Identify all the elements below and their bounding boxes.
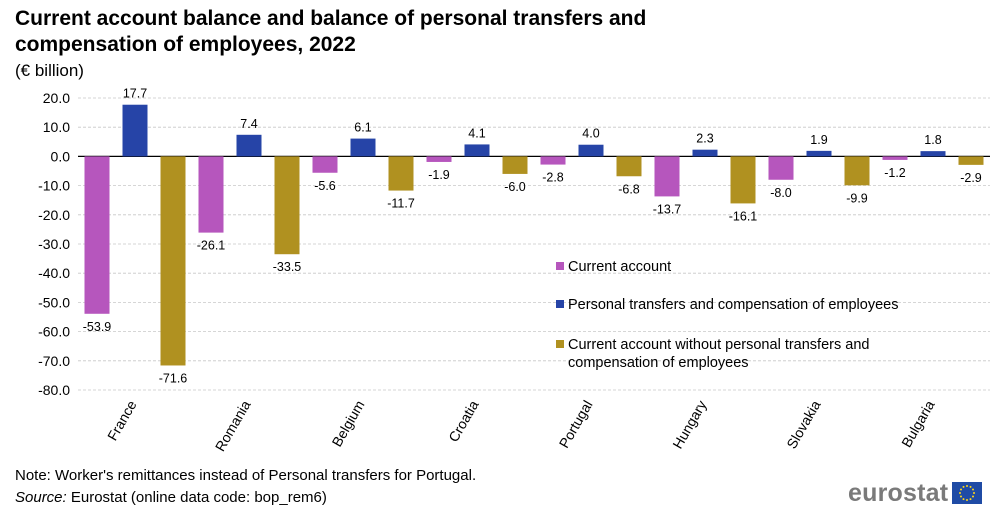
eurostat-logo: eurostat [848,478,983,508]
data-label: -6.0 [504,180,526,194]
bar [540,156,566,165]
bar [274,156,300,255]
x-tick-label: Hungary [669,398,709,452]
bar [236,134,262,157]
bar [84,156,110,314]
data-label: -11.7 [387,197,415,211]
bar [806,150,832,157]
y-tick-label: -40.0 [38,265,70,281]
y-tick-label: 10.0 [43,119,70,135]
data-label: 17.7 [123,87,147,101]
data-label: -9.9 [846,191,868,205]
data-label: -1.9 [428,168,450,182]
data-label: -2.8 [542,171,564,185]
bar [616,156,642,177]
y-tick-label: -70.0 [38,353,70,369]
y-tick-label: -30.0 [38,236,70,252]
data-label: 4.0 [582,127,599,141]
data-label: -53.9 [83,320,112,334]
data-label: -13.7 [653,202,682,216]
y-tick-label: 0.0 [51,148,71,164]
data-label: 2.3 [696,132,713,146]
legend: Current account Personal transfers and co… [556,259,898,371]
bar [844,156,870,186]
legend-label: Current account without personal transfe… [568,337,869,371]
chart-source: Source: Eurostat (online data code: bop_… [15,488,327,508]
bar [122,104,148,157]
bar [312,156,338,173]
gridlines [78,97,990,391]
x-tick-label: Croatia [445,397,482,444]
data-label: -5.6 [314,179,336,193]
legend-label: Personal transfers and compensation of e… [568,297,898,313]
data-label: 1.9 [810,133,827,147]
y-axis-ticks: 20.0 10.0 0.0 -10.0 -20.0 -30.0 -40.0 -50.0 -60.… [38,90,70,398]
bar [882,156,908,160]
x-tick-label: Belgium [328,398,367,450]
data-label: -33.5 [273,260,302,274]
unit-label: (€ billion) [15,61,84,80]
bar [350,138,376,157]
eu-flag-icon [952,482,983,504]
bar [768,156,794,180]
bar [388,156,414,191]
chart-area: 20.0 10.0 0.0 -10.0 -20.0 -30.0 -40.0 -50.0 -60.… [38,87,990,454]
legend-swatch [556,262,564,270]
data-label: -6.8 [618,182,640,196]
data-label: -16.1 [729,209,758,223]
bar [198,156,224,233]
bar [958,156,984,165]
data-label: 7.4 [240,117,257,131]
y-tick-label: -50.0 [38,294,70,310]
data-label: 1.8 [924,133,941,147]
y-tick-label: -20.0 [38,207,70,223]
data-label: -1.2 [884,166,906,180]
bar [920,151,946,157]
eurostat-logo-text: eurostat [848,478,949,507]
legend-label: Current account [568,259,671,275]
source-label: Source: [15,489,67,506]
data-label: -2.9 [960,171,982,185]
x-tick-label: Slovakia [783,397,823,451]
bar [502,156,528,174]
bar [692,149,718,157]
bar [578,144,604,157]
bar [464,144,490,157]
y-tick-label: -80.0 [38,382,70,398]
data-label: -8.0 [770,186,792,200]
bar [730,156,756,204]
chart-note: Note: Worker's remittances instead of Pe… [15,467,477,484]
y-tick-label: -10.0 [38,178,70,194]
x-tick-label: Portugal [556,398,596,451]
bar [160,156,186,366]
chart-title: Current account balance and balance of p… [15,7,647,56]
bar [426,156,452,162]
data-label: 6.1 [354,121,371,135]
legend-swatch [556,300,564,308]
data-label: -26.1 [197,239,226,253]
data-labels: -53.9 17.7 -71.6 -26.1 7.4 -33.5 -5.6 6.1 -11.7 -… [83,87,982,386]
data-label: -71.6 [159,371,188,385]
x-tick-label: France [104,397,140,443]
y-tick-label: 20.0 [43,90,70,106]
bar [654,156,680,197]
x-tick-label: Romania [212,397,254,454]
source-text: Eurostat (online data code: bop_rem6) [70,489,327,506]
x-tick-label: Bulgaria [898,397,938,450]
legend-swatch [556,340,564,348]
data-label: 4.1 [468,126,485,140]
x-axis-ticks: France Romania Belgium Croatia Portugal Hunga… [104,397,938,454]
bars [84,104,984,366]
y-tick-label: -60.0 [38,324,70,340]
